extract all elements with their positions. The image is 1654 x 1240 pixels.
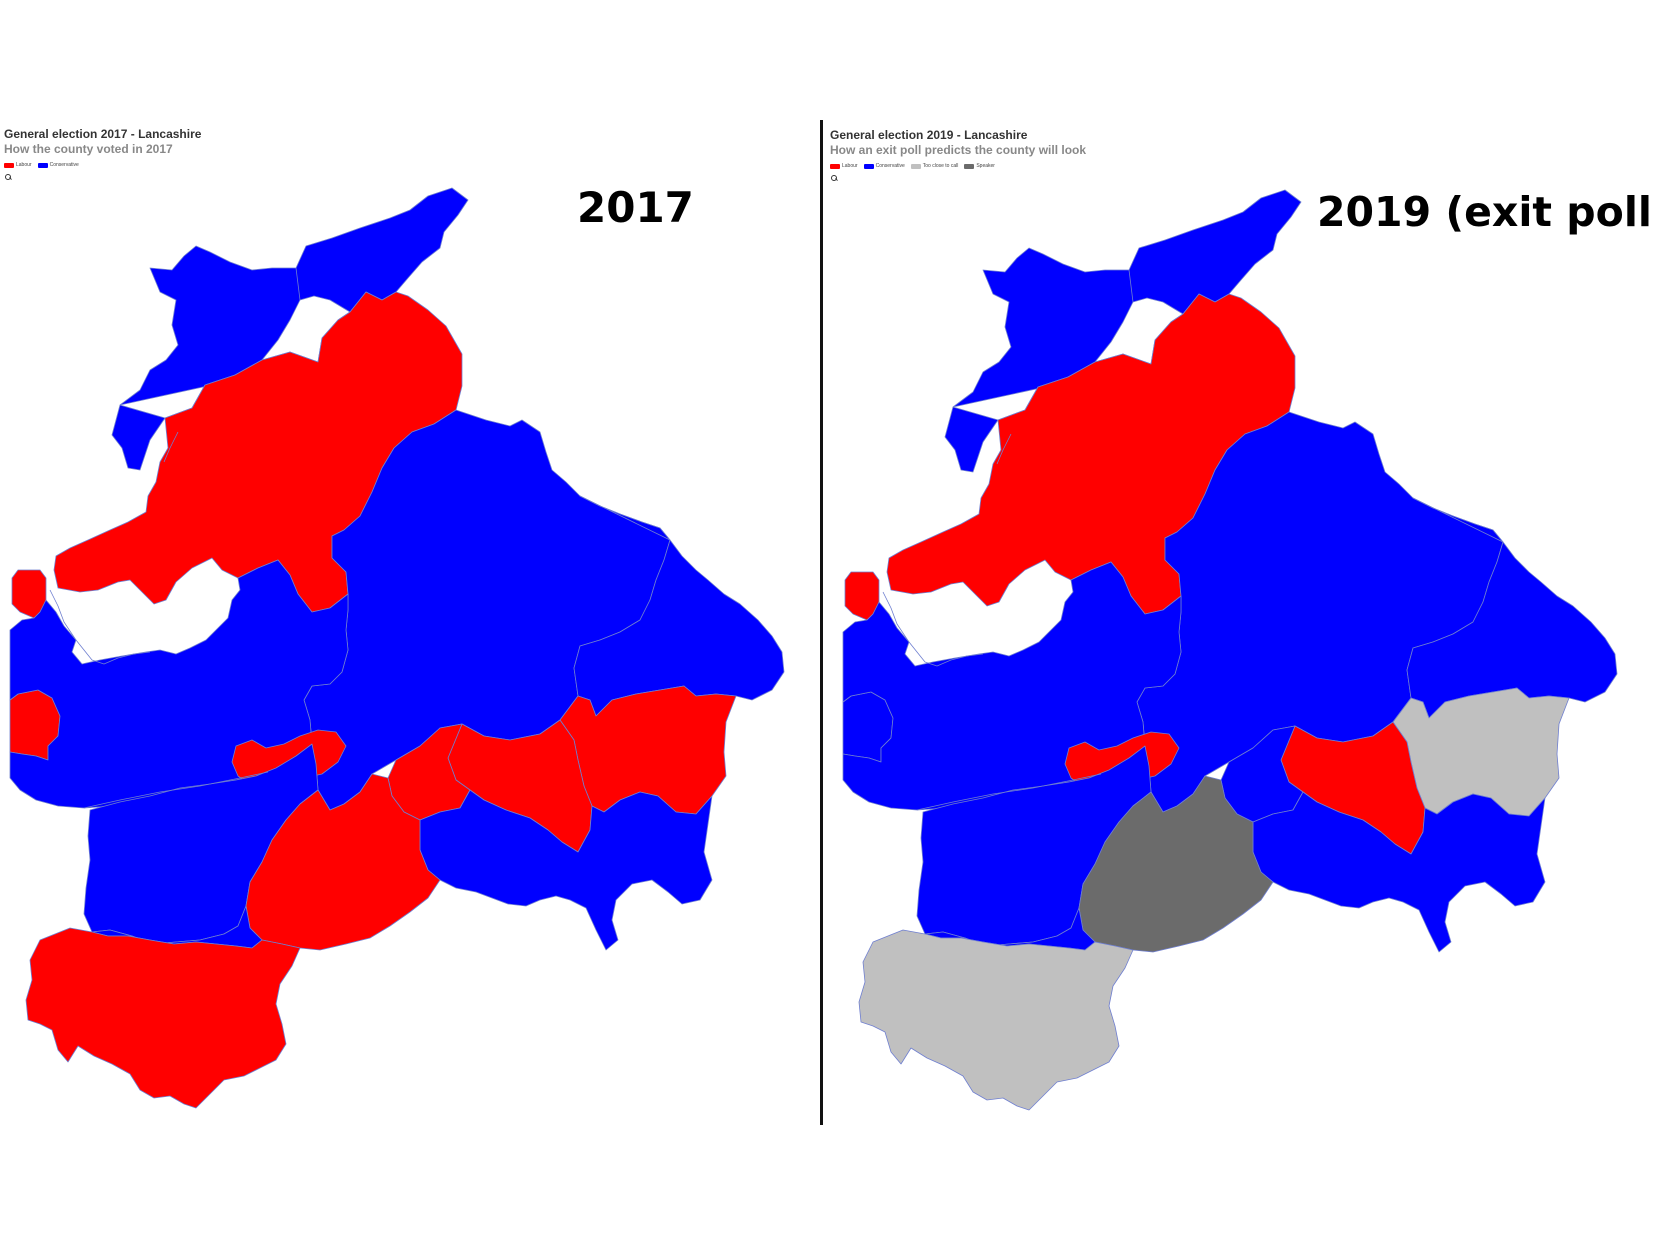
search-icon[interactable]	[830, 174, 838, 182]
river-ribble	[916, 773, 1102, 811]
map-header: General election 2019 - Lancashire How a…	[830, 128, 1086, 182]
constituency-regions	[9, 187, 785, 1109]
legend-swatch-labour	[830, 163, 840, 169]
legend-swatch-conservative	[863, 163, 874, 169]
river-wyre	[49, 589, 151, 665]
panel-divider	[820, 120, 823, 1125]
map-panel-2019: General election 2019 - Lancashire How a…	[826, 0, 1654, 1240]
legend-swatch-speaker	[964, 163, 975, 169]
year-label: 2017	[577, 183, 694, 232]
legend-swatch-labour	[4, 162, 14, 168]
legend-item-labour: Labour	[830, 163, 858, 169]
year-label: 2019 (exit poll)	[1317, 188, 1654, 236]
search-icon[interactable]	[4, 173, 12, 181]
map-title: General election 2017 - Lancashire	[4, 127, 202, 141]
constituency-regions	[842, 189, 1618, 1111]
legend-item-conservative: Conservative	[863, 163, 905, 169]
legend-item-too-close: Too close to call	[910, 163, 959, 169]
legend-label: Speaker	[976, 163, 995, 169]
legend: Labour Conservative Too close to call Sp…	[830, 163, 1086, 169]
region-west-lancs[interactable]	[25, 927, 301, 1109]
legend-swatch-conservative	[37, 162, 48, 168]
region-chorley[interactable]	[245, 773, 441, 951]
river-lune	[996, 433, 1012, 465]
river-wyre	[882, 591, 984, 667]
river-ribble	[83, 771, 269, 809]
legend-item-labour: Labour	[4, 162, 32, 168]
legend-item-conservative: Conservative	[37, 162, 79, 168]
region-rossendale[interactable]	[1252, 791, 1546, 953]
map-title: General election 2019 - Lancashire	[830, 128, 1028, 142]
legend-label: Labour	[842, 163, 858, 169]
map-subtitle: How the county voted in 2017	[4, 142, 173, 156]
legend-label: Labour	[16, 162, 32, 168]
river-lune	[163, 431, 179, 463]
legend-label: Too close to call	[922, 163, 959, 169]
region-fylde[interactable]	[842, 561, 1182, 811]
constituency-map-2017	[9, 187, 785, 1109]
region-fylde[interactable]	[9, 559, 349, 809]
region-chorley[interactable]	[1078, 775, 1274, 953]
legend-label: Conservative	[49, 162, 79, 168]
map-header: General election 2017 - Lancashire How t…	[4, 127, 201, 181]
constituency-map-2019	[842, 189, 1618, 1111]
legend-label: Conservative	[875, 163, 905, 169]
map-subtitle: How an exit poll predicts the county wil…	[830, 143, 1087, 157]
legend-swatch-too-close	[910, 163, 921, 169]
legend-item-speaker: Speaker	[964, 163, 995, 169]
region-rossendale[interactable]	[419, 789, 713, 951]
map-panel-2017: General election 2017 - Lancashire How t…	[0, 0, 820, 1240]
region-west-lancs[interactable]	[858, 929, 1134, 1111]
legend: Labour Conservative	[4, 162, 201, 168]
